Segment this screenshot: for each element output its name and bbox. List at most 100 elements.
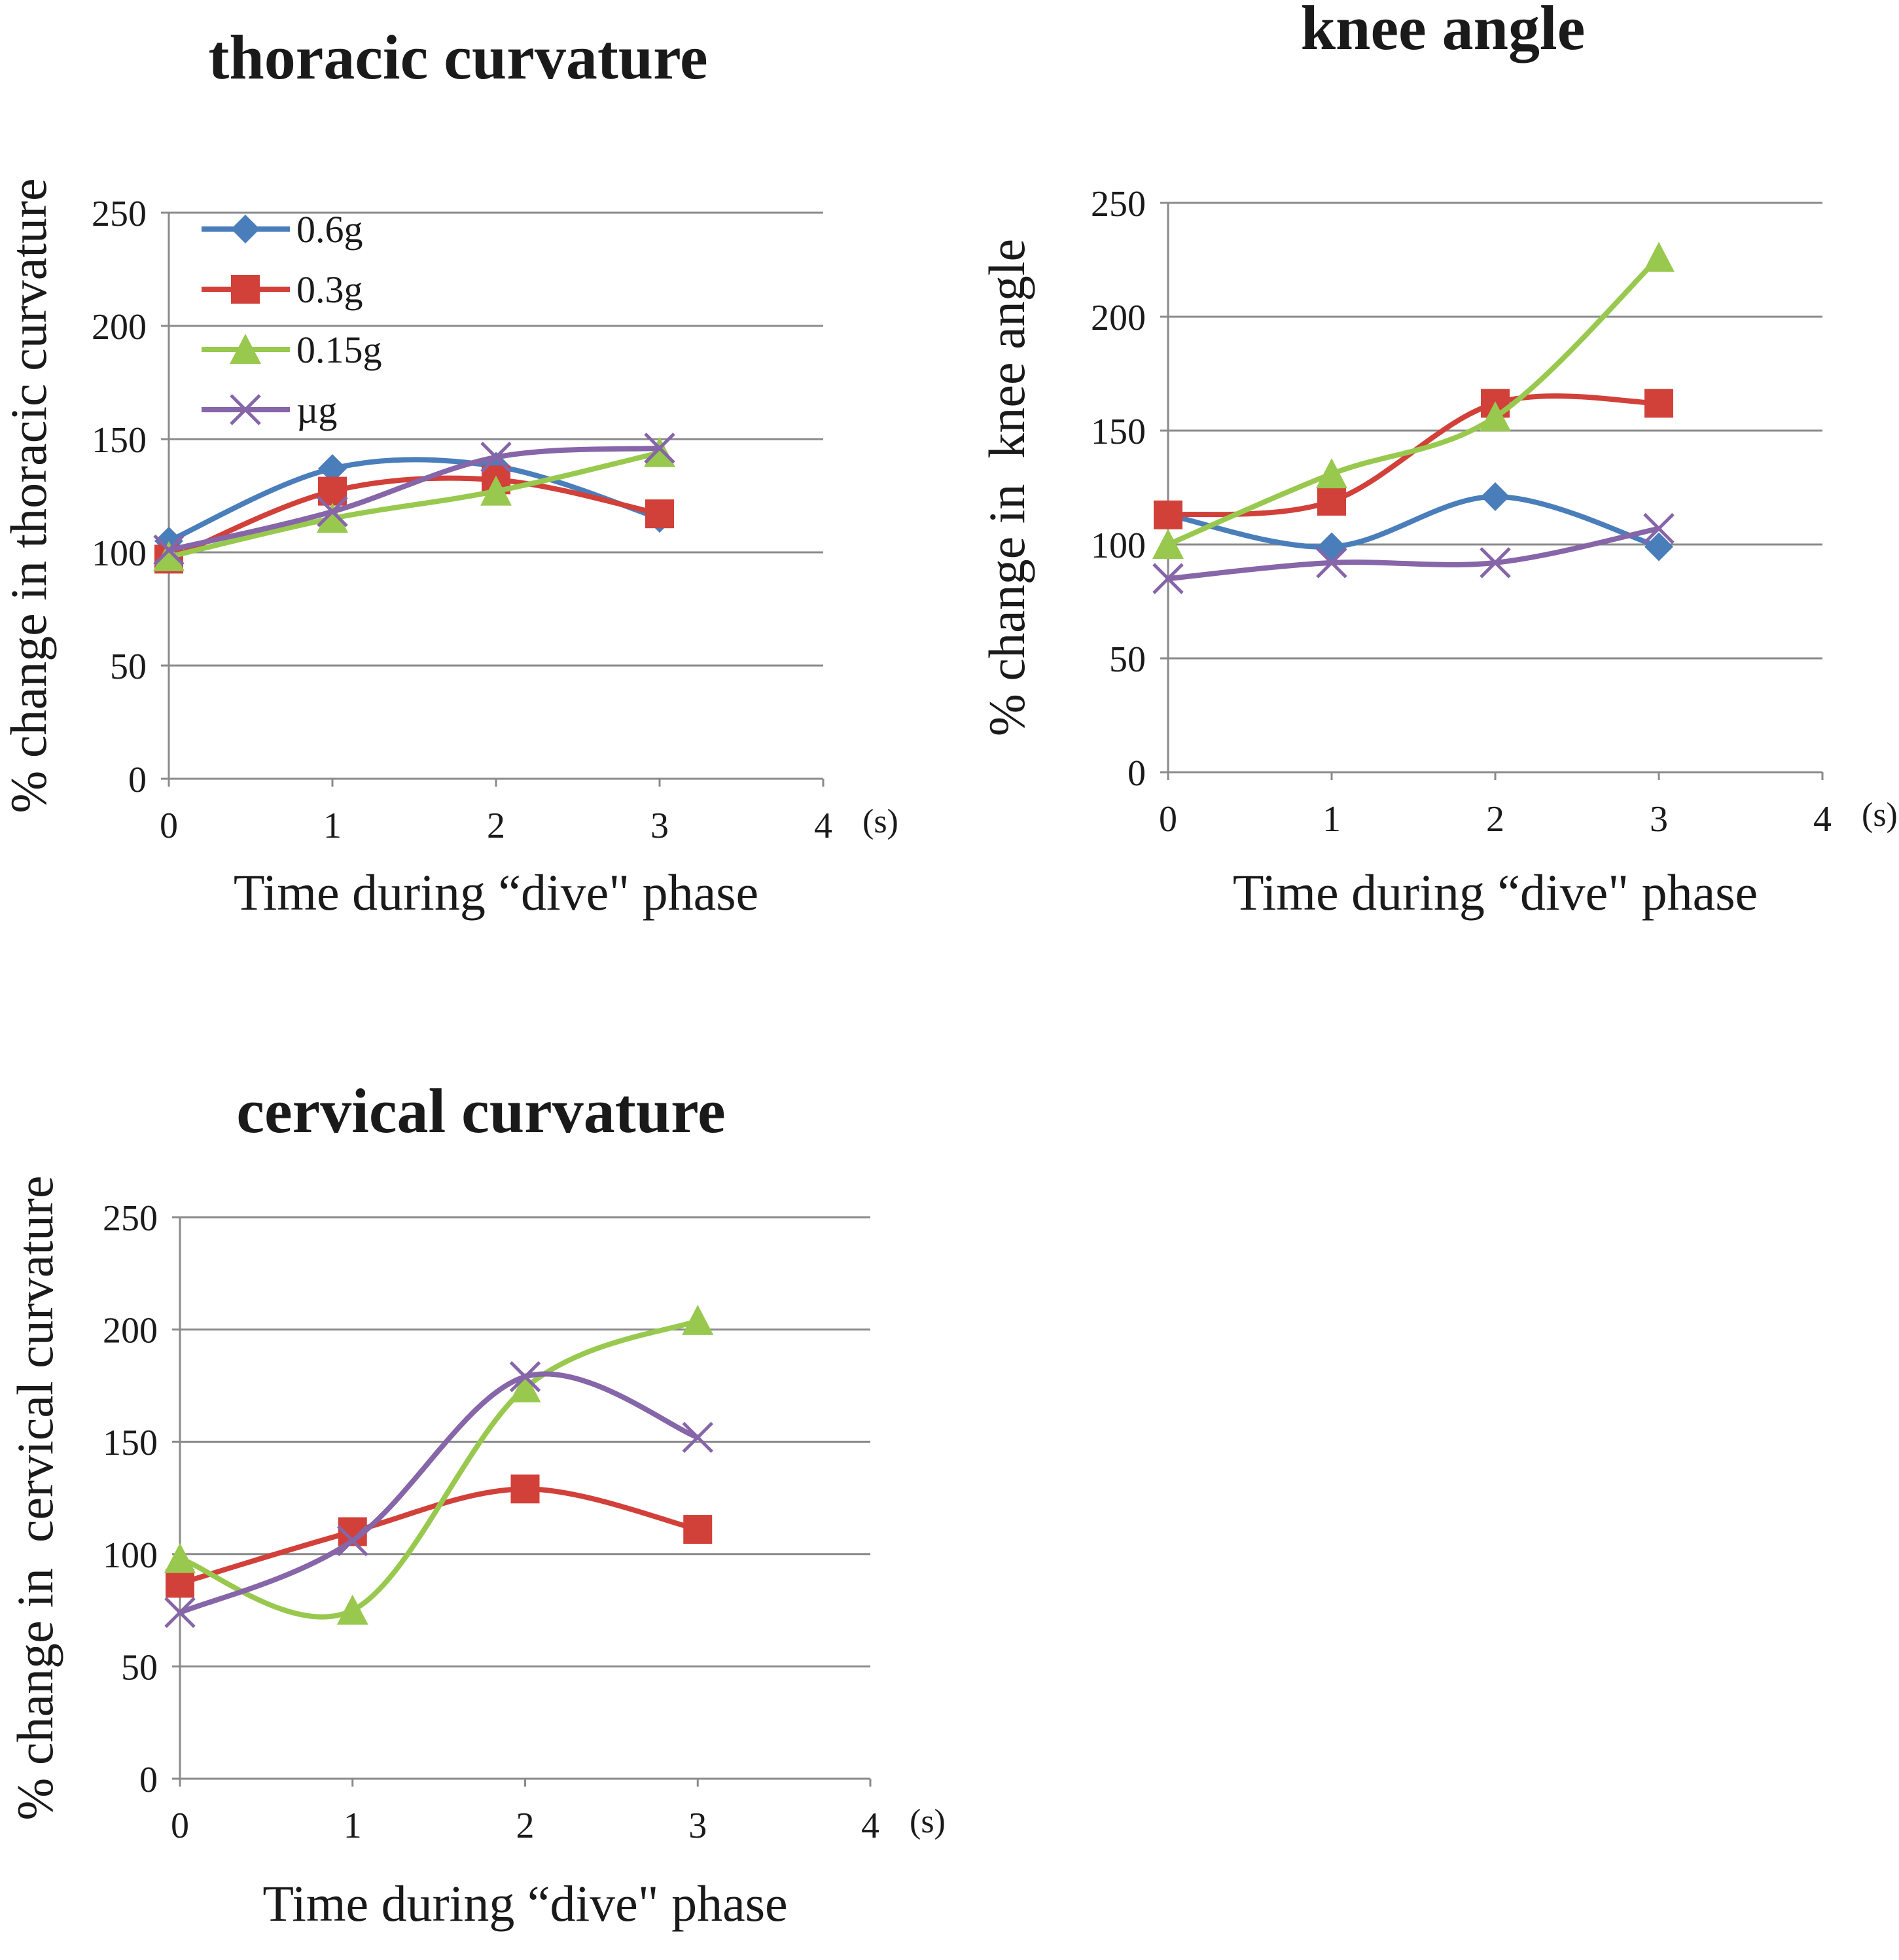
data-point-microg (1152, 563, 1184, 594)
data-point-0-6g (318, 454, 347, 483)
x-tick-label: 3 (688, 1806, 707, 1846)
x-unit-label: (s) (862, 803, 898, 840)
y-axis-title: % change in thoracic curvature (0, 178, 57, 813)
thoracic-chart: thoracic curvature 0 50 100 150 200 250 0 1 2 3 4 (s… (0, 22, 898, 921)
series-0-6g (1154, 482, 1673, 561)
knee-title: knee angle (1301, 0, 1586, 63)
x-tick-label: 0 (171, 1806, 189, 1846)
data-point-0-15g (1643, 241, 1675, 272)
series-line-microg (1165, 526, 1661, 582)
legend-label: 0.3g (296, 268, 363, 311)
x-tick-label: 1 (1322, 799, 1341, 840)
legend-item-0-15g: 0.15g (202, 329, 382, 371)
y-tick-label: 150 (103, 1423, 158, 1463)
data-point-microg (480, 441, 512, 473)
legend-label: µg (296, 389, 337, 431)
data-point-microg (1480, 547, 1511, 579)
series-line-microg (166, 445, 662, 553)
y-tick-label: 0 (1127, 753, 1146, 794)
x-tick-label: 1 (323, 806, 342, 846)
data-point-0-15g (682, 1304, 714, 1335)
data-point-0-3g (1154, 500, 1182, 529)
data-point-0-15g (644, 437, 675, 467)
data-point-microg (164, 1597, 196, 1628)
y-tick-label: 50 (1109, 639, 1146, 680)
x-unit-label: (s) (1862, 796, 1898, 834)
x-axis-title: Time during “dive" phase (262, 1875, 787, 1932)
data-point-microg (682, 1421, 714, 1453)
legend-marker-0-3g (231, 275, 260, 304)
y-tick-label: 200 (103, 1311, 158, 1351)
data-point-0-15g (1480, 401, 1511, 432)
y-tick-label: 150 (1091, 412, 1146, 452)
data-point-0-15g (1316, 458, 1347, 489)
legend-item-microg: µg (202, 389, 337, 431)
data-point-microg (317, 495, 348, 527)
data-point-microg (644, 433, 675, 464)
data-point-microg (1643, 512, 1675, 544)
legend-label: 0.6g (296, 208, 363, 251)
y-tick-label: 250 (1091, 184, 1146, 224)
series-line-0-3g (1165, 393, 1661, 518)
y-axis-title: % change in knee angle (978, 239, 1035, 736)
data-point-0-15g (317, 503, 348, 533)
series-line-0-3g (166, 475, 662, 562)
cervical-chart: cervical curvature 0 50 100 150 200 250 0 1 2 3 4 (s… (7, 1076, 946, 1932)
data-point-microg (509, 1361, 541, 1393)
x-axis-title: Time during “dive" phase (1233, 864, 1758, 921)
x-tick-label: 4 (1813, 799, 1832, 840)
legend-marker-microg (230, 394, 261, 425)
series-microg (1152, 512, 1675, 594)
legend-item-0-3g: 0.3g (202, 268, 363, 311)
data-point-0-15g (509, 1372, 541, 1402)
data-point-0-15g (164, 1542, 196, 1573)
legend-marker-0-15g (230, 334, 261, 364)
x-tick-label: 1 (344, 1806, 362, 1846)
series-line-0-6g (166, 457, 662, 544)
y-tick-label: 250 (92, 194, 147, 234)
data-point-0-3g (166, 1569, 194, 1598)
y-tick-label: 50 (110, 647, 147, 687)
x-tick-label: 2 (516, 1806, 535, 1846)
y-tick-label: 0 (139, 1760, 158, 1800)
series-line-0-15g (177, 1317, 701, 1620)
data-point-microg (153, 534, 185, 566)
y-tick-label: 0 (128, 760, 147, 800)
data-point-0-15g (480, 475, 512, 506)
x-tick-label: 0 (160, 806, 178, 846)
cervical-title: cervical curvature (236, 1076, 725, 1146)
series-microg (153, 433, 675, 566)
series-microg (164, 1361, 714, 1628)
x-axis-title: Time during “dive" phase (234, 864, 758, 921)
y-tick-label: 100 (103, 1535, 158, 1576)
y-tick-label: 100 (1091, 526, 1146, 566)
data-point-0-6g (1481, 482, 1510, 511)
x-tick-label: 2 (1486, 799, 1504, 840)
series-0-15g (164, 1304, 714, 1625)
legend: 0.6g 0.3g 0.15g µg (202, 208, 382, 431)
data-point-0-3g (683, 1515, 713, 1544)
data-point-0-3g (1644, 389, 1673, 418)
series-line-0-6g (1165, 493, 1661, 550)
legend-item-0-6g: 0.6g (202, 208, 363, 251)
y-tick-label: 50 (121, 1647, 158, 1688)
thoracic-title: thoracic curvature (208, 22, 707, 92)
y-tick-label: 250 (103, 1198, 158, 1239)
x-tick-label: 3 (1650, 799, 1668, 840)
legend-label: 0.15g (296, 329, 382, 371)
data-point-0-15g (1152, 529, 1184, 559)
x-tick-label: 4 (814, 806, 832, 846)
data-point-0-3g (645, 499, 674, 529)
data-point-0-15g (153, 541, 185, 571)
knee-chart: knee angle 0 50 100 150 200 250 0 1 2 3 4 (s) Time du… (978, 0, 1898, 921)
data-point-0-3g (1317, 486, 1346, 516)
y-tick-label: 100 (92, 533, 147, 574)
x-tick-label: 0 (1159, 799, 1177, 840)
series-line-microg (177, 1371, 701, 1616)
series-0-3g (1154, 389, 1673, 529)
y-tick-label: 150 (92, 420, 147, 461)
y-axis-title: % change in cervical curvature (7, 1175, 63, 1820)
data-point-0-6g (1317, 532, 1346, 561)
